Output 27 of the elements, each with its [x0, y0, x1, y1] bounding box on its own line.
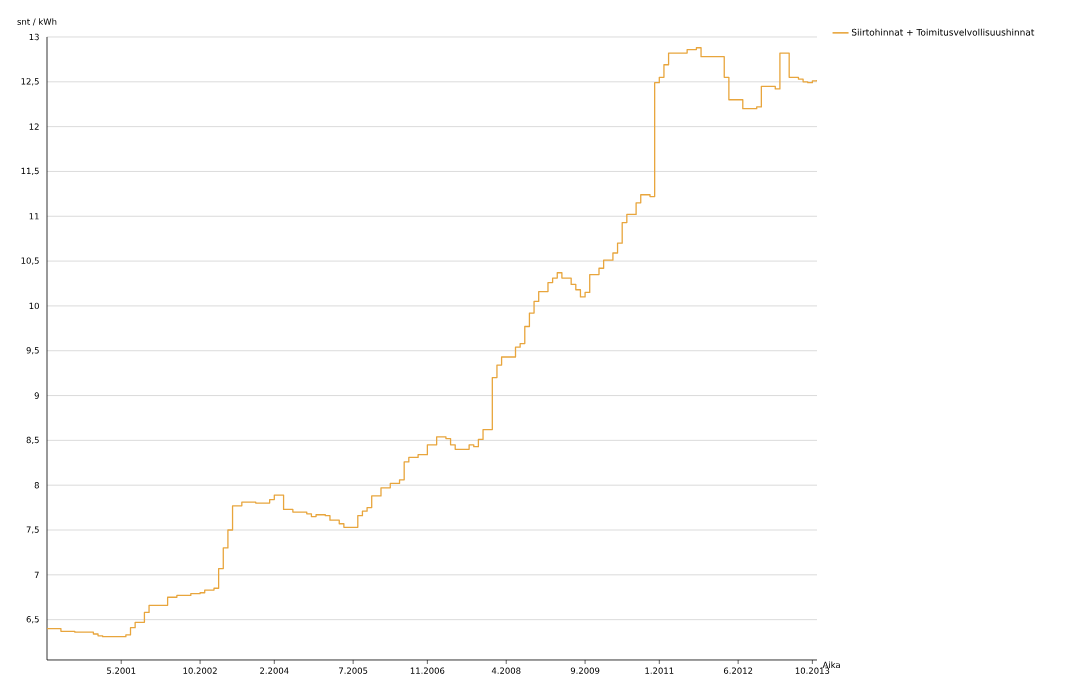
y-tick-label: 13: [29, 33, 39, 41]
y-tick-label: 12: [29, 123, 39, 130]
y-tick-label: 9,5: [26, 347, 39, 355]
x-tick-label: 10.2002: [183, 667, 217, 674]
y-tick-label: 6,5: [26, 616, 39, 624]
y-tick-label: 7,5: [26, 526, 39, 534]
y-tick-label: 8: [34, 481, 39, 489]
x-tick-label: 2.2004: [260, 667, 289, 674]
x-tick-label: 9.2009: [570, 667, 600, 674]
x-tick-label: 5.2001: [107, 667, 136, 674]
y-tick-label: 9: [34, 392, 39, 399]
y-tick-label: 7: [34, 571, 39, 578]
y-tick-label: 11: [29, 213, 39, 220]
x-tick-label: 11.2006: [410, 667, 445, 674]
y-tick-label: 11,5: [21, 167, 39, 176]
y-tick-label: 10,5: [21, 257, 39, 265]
x-tick-label: 1.2011: [645, 667, 674, 674]
x-tick-label: 6.2012: [723, 667, 753, 674]
x-axis-title: Aika: [822, 661, 840, 669]
y-tick-label: 8,5: [26, 436, 39, 444]
x-tick-label: 7.2005: [339, 667, 368, 674]
legend-label: Siirtohinnat + Toimitusvelvollisuushinnat: [851, 28, 1035, 36]
y-tick-label: 10: [29, 302, 39, 310]
x-tick-label: 10.2013: [795, 667, 830, 674]
y-tick-label: 12,5: [21, 78, 39, 86]
y-axis-title: snt / kWh: [17, 18, 57, 26]
x-tick-label: 4.2008: [491, 667, 521, 674]
